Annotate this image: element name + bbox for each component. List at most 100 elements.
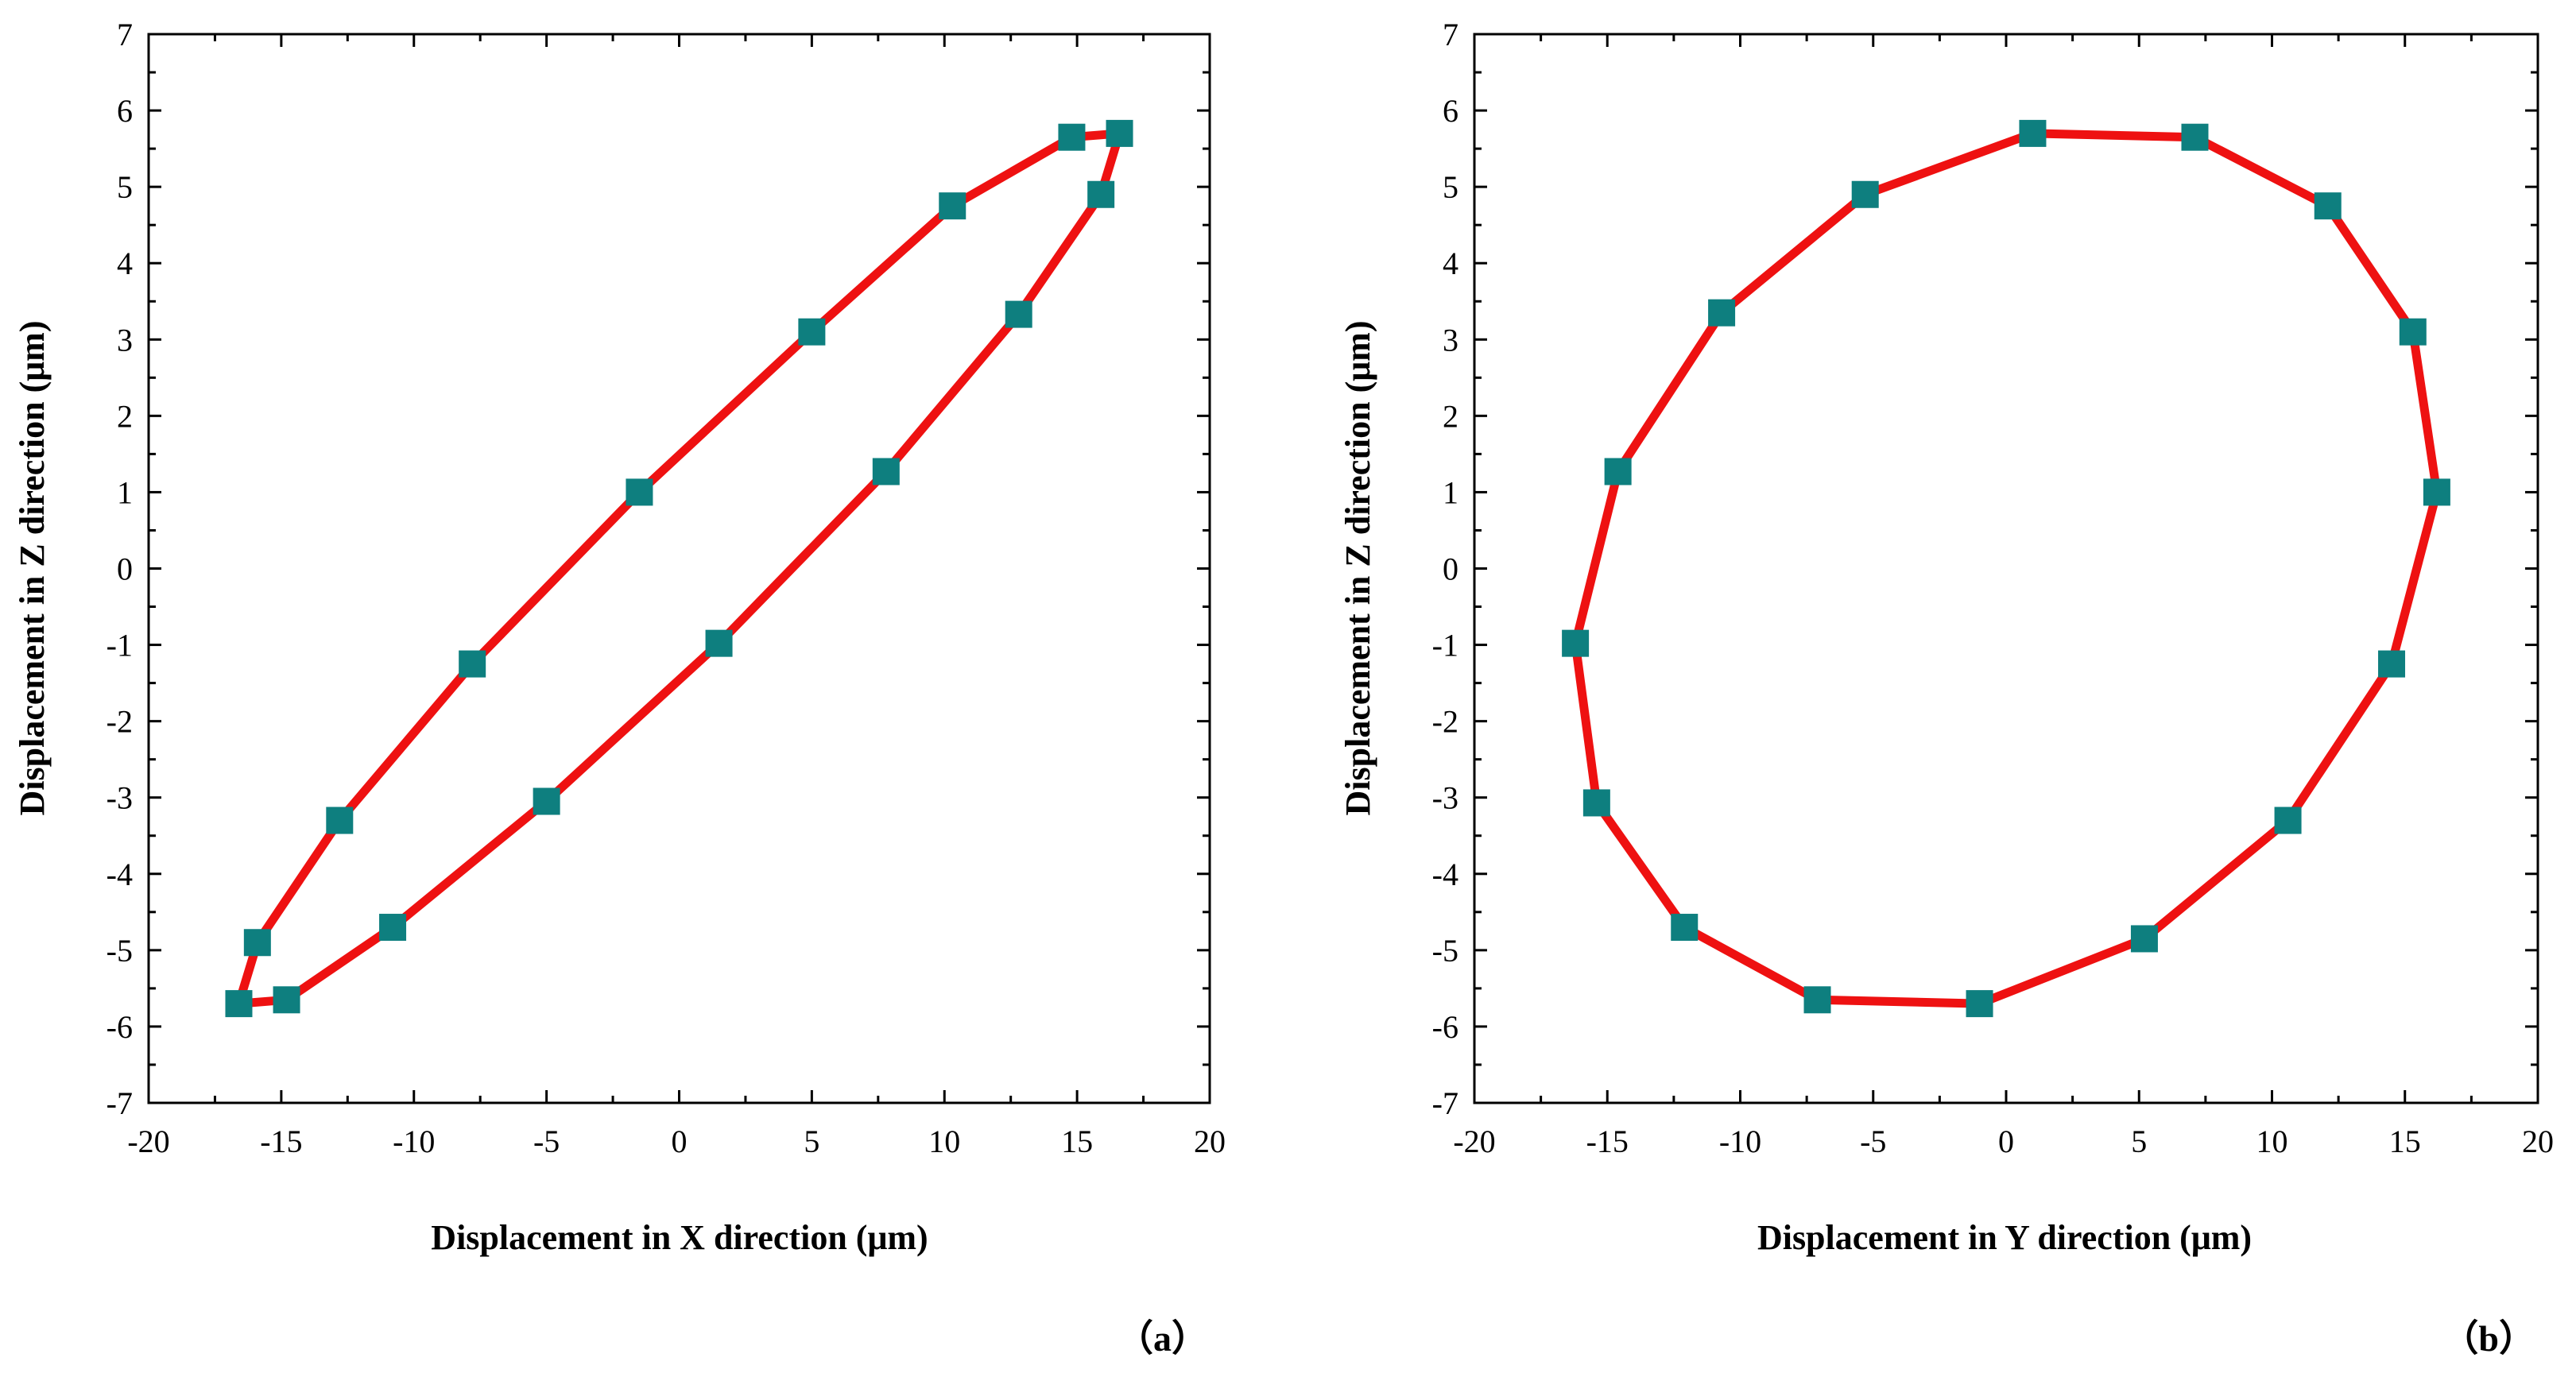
y-tick-label: 7 bbox=[117, 17, 133, 52]
data-point-marker bbox=[1604, 458, 1632, 485]
data-point-marker bbox=[273, 986, 300, 1014]
data-point-marker bbox=[1671, 914, 1699, 942]
x-tick-label: -5 bbox=[533, 1124, 560, 1159]
series-line-segment bbox=[2028, 129, 2199, 142]
data-point-marker bbox=[533, 787, 560, 815]
series-line-segment bbox=[2140, 816, 2293, 943]
data-point-marker bbox=[1851, 180, 1879, 208]
data-point-marker bbox=[1562, 629, 1590, 657]
x-tick-label: 5 bbox=[2131, 1124, 2147, 1159]
series-line-segment bbox=[388, 797, 552, 932]
series-line-segment bbox=[634, 327, 816, 497]
data-point-marker bbox=[1708, 299, 1736, 327]
x-tick-label: 5 bbox=[804, 1124, 819, 1159]
x-tick-label: 15 bbox=[2389, 1124, 2421, 1159]
series-line-segment bbox=[881, 310, 1024, 476]
data-point-marker bbox=[2019, 119, 2047, 147]
x-tick-label: 0 bbox=[672, 1124, 688, 1159]
y-axis-title: Displacement in Z direction (μm) bbox=[13, 321, 52, 816]
series-line-segment bbox=[715, 466, 891, 648]
series-line-segment bbox=[253, 816, 344, 947]
x-tick-label: -20 bbox=[1453, 1124, 1495, 1159]
y-tick-label: 6 bbox=[1443, 93, 1458, 129]
series-line-segment bbox=[467, 487, 644, 669]
series-line-segment bbox=[282, 923, 397, 1004]
y-tick-label: 3 bbox=[117, 322, 133, 358]
x-tick-label: 10 bbox=[2256, 1124, 2288, 1159]
series-line-segment bbox=[1717, 190, 1870, 318]
x-tick-label: -10 bbox=[393, 1124, 435, 1159]
y-tick-label: -4 bbox=[1432, 857, 1458, 892]
y-tick-label: -2 bbox=[107, 704, 133, 740]
y-tick-label: -7 bbox=[1432, 1085, 1458, 1121]
panel-label: （a） bbox=[1117, 1318, 1208, 1359]
data-point-marker bbox=[1803, 986, 1831, 1014]
series-line-segment bbox=[1975, 934, 2149, 1008]
series-line-segment bbox=[1571, 639, 1602, 807]
y-tick-label: -4 bbox=[107, 857, 133, 892]
x-tick-label: -20 bbox=[127, 1124, 169, 1159]
x-axis-title: Displacement in Y direction (μm) bbox=[1757, 1218, 2252, 1257]
y-tick-label: 2 bbox=[117, 398, 133, 434]
y-tick-label: 5 bbox=[1443, 169, 1458, 205]
y-tick-label: -3 bbox=[1432, 780, 1458, 816]
series-line-segment bbox=[947, 133, 1076, 211]
data-point-marker bbox=[2314, 192, 2342, 220]
plot-frame bbox=[147, 33, 1211, 1104]
data-point-marker bbox=[705, 629, 733, 657]
series-line-segment bbox=[1571, 466, 1623, 648]
y-tick-label: -6 bbox=[107, 1009, 133, 1045]
data-point-marker bbox=[326, 806, 354, 834]
y-tick-label: 4 bbox=[117, 246, 133, 281]
series-line-segment bbox=[1592, 798, 1689, 932]
y-tick-label: -5 bbox=[107, 933, 133, 969]
y-tick-label: 5 bbox=[117, 169, 133, 205]
data-point-marker bbox=[2399, 318, 2427, 346]
data-point-marker bbox=[1582, 789, 1610, 817]
x-tick-label: 10 bbox=[928, 1124, 960, 1159]
data-point-marker bbox=[2378, 650, 2406, 678]
series-line-segment bbox=[1861, 129, 2037, 199]
data-point-marker bbox=[459, 650, 486, 678]
y-tick-label: 0 bbox=[117, 551, 133, 587]
y-tick-label: -1 bbox=[1432, 628, 1458, 663]
x-tick-label: -10 bbox=[1719, 1124, 1761, 1159]
y-tick-label: 0 bbox=[1443, 551, 1458, 587]
series-line-segment bbox=[1014, 190, 1106, 319]
data-point-marker bbox=[2130, 925, 2158, 953]
data-point-marker bbox=[1087, 180, 1115, 208]
y-tick-label: 6 bbox=[117, 93, 133, 129]
chart-panel-b: -20 -15 -10 -5 0 5 10 15 2076543210-1-2-3-4-5-6-… bbox=[1338, 17, 2554, 1359]
y-tick-label: -2 bbox=[1432, 704, 1458, 740]
y-tick-label: -1 bbox=[107, 628, 133, 663]
data-point-marker bbox=[379, 914, 407, 942]
series-line-segment bbox=[2190, 133, 2333, 211]
series-line-segment bbox=[542, 639, 724, 806]
y-tick-label: 2 bbox=[1443, 398, 1458, 434]
data-point-marker bbox=[2423, 478, 2450, 506]
y-tick-label: 1 bbox=[117, 474, 133, 510]
x-tick-label: -15 bbox=[1586, 1124, 1629, 1159]
y-tick-label: -5 bbox=[1432, 933, 1458, 969]
panel-label: （b） bbox=[2442, 1318, 2535, 1359]
series-line-segment bbox=[335, 659, 477, 826]
data-point-marker bbox=[939, 192, 966, 220]
x-tick-label: 0 bbox=[1998, 1124, 2014, 1159]
y-tick-label: 7 bbox=[1443, 17, 1458, 52]
x-tick-label: 15 bbox=[1061, 1124, 1093, 1159]
series-line-segment bbox=[2323, 201, 2418, 337]
data-point-marker bbox=[2274, 806, 2302, 834]
plot-frame bbox=[1473, 33, 2539, 1104]
data-point-marker bbox=[1106, 119, 1133, 147]
data-point-marker bbox=[1966, 990, 1993, 1018]
x-tick-label: 20 bbox=[2522, 1124, 2554, 1159]
y-tick-label: 1 bbox=[1443, 474, 1458, 510]
y-tick-label: 3 bbox=[1443, 322, 1458, 358]
data-point-marker bbox=[243, 929, 271, 957]
y-tick-label: -3 bbox=[107, 780, 133, 816]
y-tick-label: -7 bbox=[107, 1085, 133, 1121]
series-line-segment bbox=[807, 201, 957, 337]
x-tick-label: 20 bbox=[1194, 1124, 1226, 1159]
x-tick-label: -5 bbox=[1860, 1124, 1886, 1159]
